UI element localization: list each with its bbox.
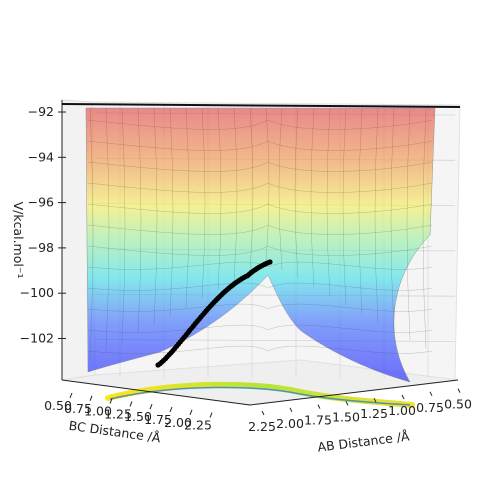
y-tick-mark [69,392,73,399]
mesh-line [310,107,315,288]
x-tick-label: 1.50 [332,409,360,424]
mesh-line [374,107,379,323]
mesh-line [137,107,142,334]
x-tick-mark [261,410,265,416]
z-ticks: −92 −94 −96 −98 −100 −102 [20,104,66,346]
y-tick-mark [89,395,93,401]
y-tick-label: 0.75 [64,401,92,416]
mesh-line [105,107,110,352]
x-axis-line [249,379,459,406]
top-edge-line [61,103,461,108]
y-tick-mark [129,401,133,407]
x-tick-label: 0.75 [416,400,444,415]
x-ticks: 2.25 2.00 1.75 1.50 1.25 1.00 0.75 0.50 [248,388,472,434]
y-tick-mark [169,406,173,413]
mesh-line [406,107,411,341]
z-tick-label: −94 [28,149,54,164]
x-tick-label: 1.00 [388,403,416,418]
y-axis-line [61,379,251,406]
mesh-line [87,245,433,256]
y-tick-mark [189,409,193,415]
mesh-line [87,261,433,270]
mesh-line [87,303,433,312]
x-tick-mark [429,391,433,397]
mesh-line [87,119,433,130]
mesh-line [87,345,433,354]
y-ticks: 0.500.751.001.251.501.752.002.25 [44,392,213,433]
mesh-line [390,107,395,332]
x-tick-label: 1.25 [360,406,388,421]
mesh-line [87,203,433,214]
mesh-line [278,107,283,270]
contour-projection-inner [109,386,411,406]
mesh-line [422,107,427,349]
reaction-trajectory [155,259,273,368]
mesh-line [233,107,238,281]
x-tick-mark [401,394,405,400]
y-tick-label: 1.75 [144,412,172,427]
y-tick-label: 2.25 [184,418,212,433]
z-tick-label: −98 [28,240,54,255]
x-tick-mark [373,397,377,403]
x-axis-label: AB Distance /Å [317,428,411,454]
mesh-line [185,107,190,308]
mesh-line [249,107,254,272]
trajectory-point [267,259,273,265]
mesh-line [121,107,126,343]
mesh-line [87,182,433,193]
z-tick-label: −100 [20,285,54,300]
x-tick-mark [457,388,461,393]
mesh-line [87,324,433,333]
mesh-line [358,107,363,314]
x-tick-mark [289,407,293,413]
y-tick-label: 1.25 [104,406,132,421]
x-tick-mark [345,401,349,406]
z-tick-label: −96 [28,195,54,210]
z-tick-label: −92 [28,104,54,119]
mesh-line [326,107,331,297]
z-tick-label: −102 [20,331,54,346]
mesh-line [87,140,433,151]
x-tick-label: 0.50 [444,397,472,412]
mesh-line [294,107,299,279]
y-tick-mark [209,412,213,418]
mesh-line [342,107,347,305]
y-tick-label: 1.00 [84,404,112,419]
z-axis-label: V/kcal.mol⁻¹ [11,202,26,279]
x-tick-label: 2.25 [248,419,276,434]
y-tick-label: 1.50 [124,409,152,424]
x-tick-label: 2.00 [276,416,304,431]
mesh-line [169,107,174,316]
mesh-line [87,161,433,172]
mesh-line [87,282,433,291]
x-tick-label: 1.75 [304,413,332,428]
mesh-line [89,107,94,360]
surface-mesh [87,107,433,360]
y-tick-mark [109,398,113,404]
mesh-line [217,107,222,290]
mesh-line [201,107,206,299]
potential-surface [85,107,436,383]
y-tick-mark [149,404,153,410]
y-tick-label: 0.50 [44,398,72,413]
mesh-line [87,224,433,235]
x-tick-mark [317,404,321,409]
mesh-line [265,107,270,264]
mesh-line [153,107,158,325]
y-tick-label: 2.00 [164,415,192,430]
